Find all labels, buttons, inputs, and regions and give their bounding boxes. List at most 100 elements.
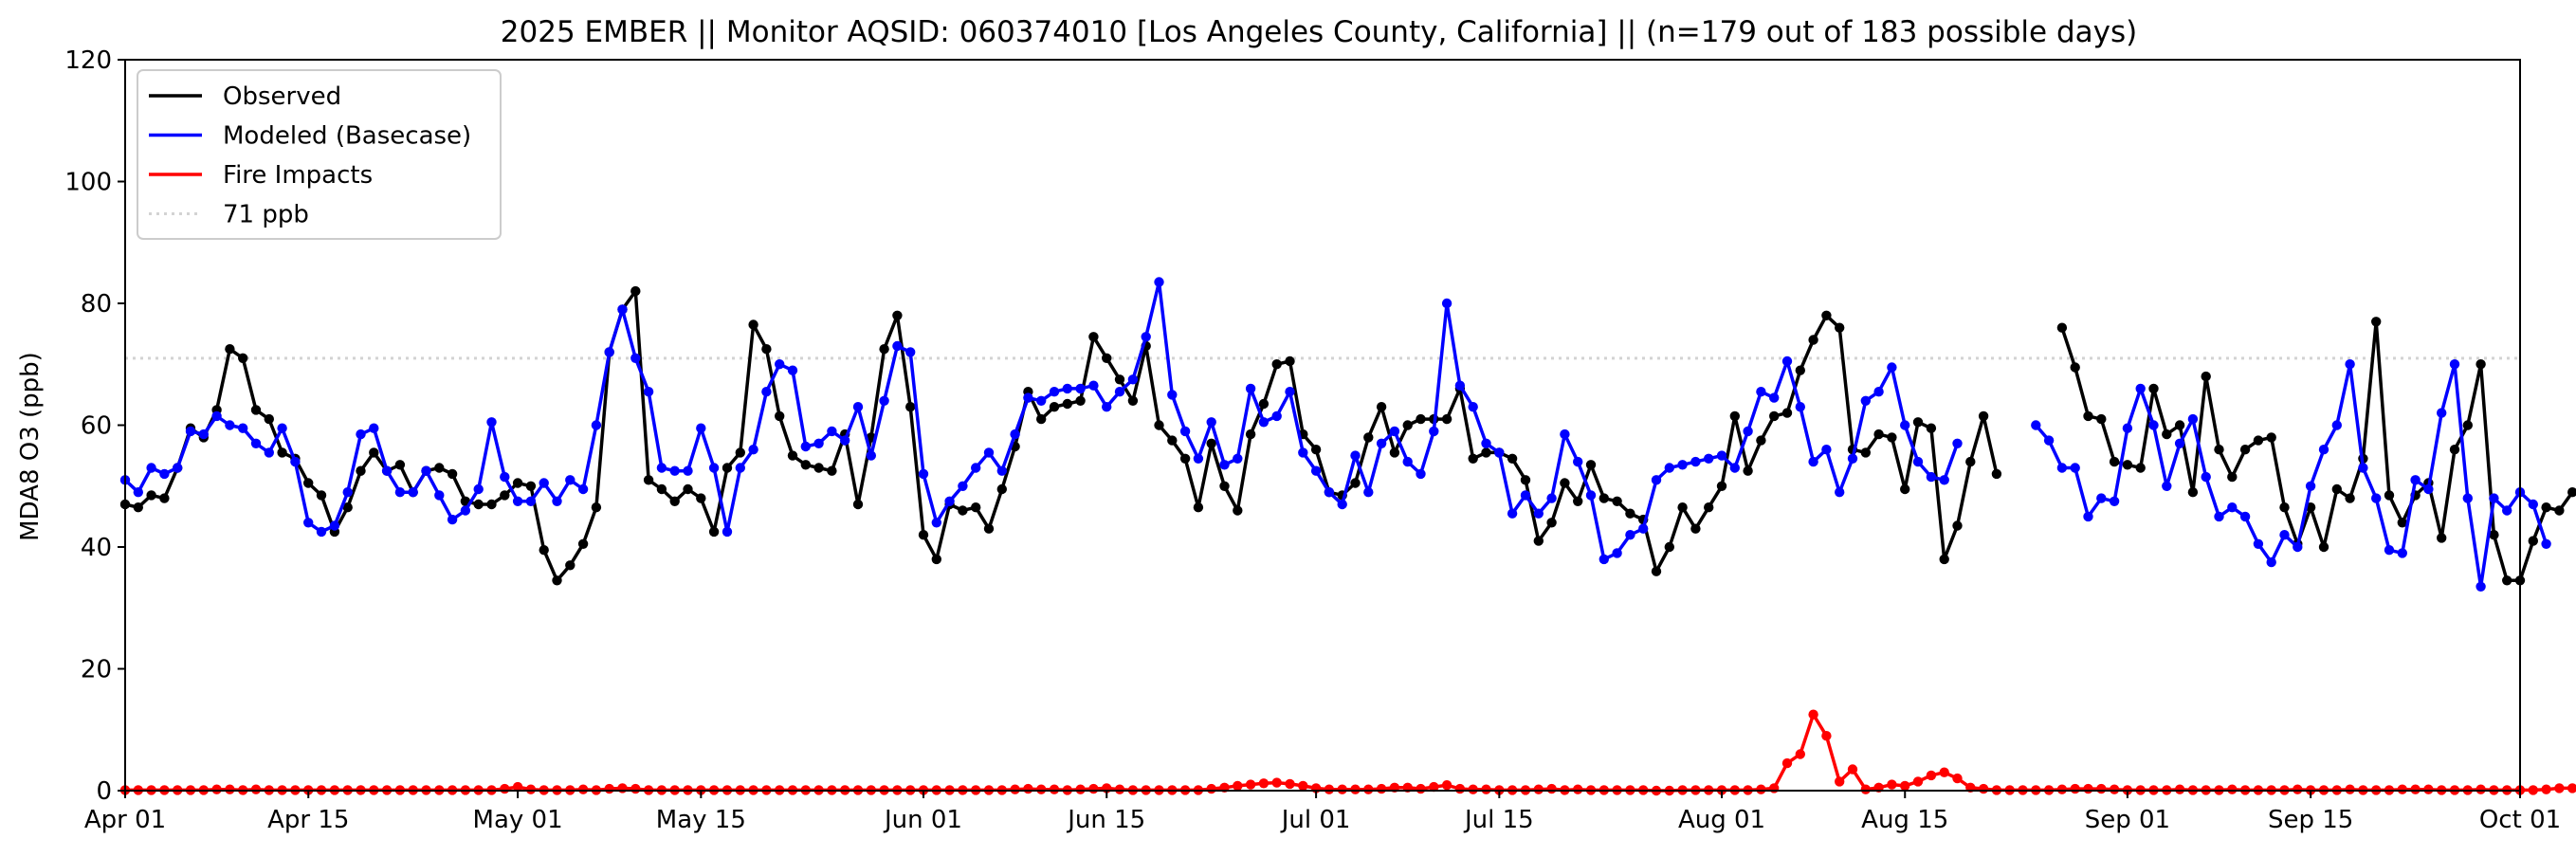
data-point xyxy=(2122,460,2133,470)
data-point xyxy=(1219,460,1230,470)
data-point xyxy=(1233,453,1243,464)
legend-label: Modeled (Basecase) xyxy=(223,122,471,151)
data-point xyxy=(1690,456,1701,467)
data-point xyxy=(2423,483,2434,495)
data-point xyxy=(958,505,968,516)
data-point xyxy=(1560,478,1570,488)
data-point xyxy=(173,463,183,473)
data-point xyxy=(1664,463,1675,473)
data-point xyxy=(2502,505,2512,516)
x-tick-label: May 01 xyxy=(473,806,563,834)
data-point xyxy=(1756,435,1766,446)
data-point xyxy=(486,499,497,510)
data-point xyxy=(2462,493,2473,503)
data-point xyxy=(1716,450,1727,461)
data-point xyxy=(787,450,798,461)
data-point xyxy=(2083,511,2093,522)
data-point xyxy=(577,784,589,794)
data-point xyxy=(303,518,314,528)
data-point xyxy=(1337,499,1347,510)
data-point xyxy=(185,426,196,437)
x-tick-label: Jun 15 xyxy=(1066,806,1145,834)
data-point xyxy=(2279,530,2290,540)
data-point xyxy=(539,545,549,556)
data-point xyxy=(813,463,824,473)
data-point xyxy=(748,445,758,455)
data-point xyxy=(983,523,995,534)
data-point xyxy=(2070,783,2080,794)
data-point xyxy=(565,475,575,485)
data-point xyxy=(1795,365,1806,375)
x-tick-label: Sep 01 xyxy=(2085,806,2170,834)
data-point xyxy=(2174,420,2185,430)
data-point xyxy=(1010,784,1020,794)
data-point xyxy=(1781,408,1793,418)
data-point xyxy=(1716,481,1727,491)
data-point xyxy=(2279,502,2290,513)
y-tick-label: 60 xyxy=(81,412,112,441)
data-point xyxy=(2528,499,2538,510)
data-point xyxy=(1376,783,1387,794)
data-point xyxy=(1481,438,1491,448)
data-point xyxy=(735,463,745,473)
data-point xyxy=(1546,493,1557,503)
legend: Observed Modeled (Basecase) Fire Impacts 71… xyxy=(137,69,502,240)
data-point xyxy=(1324,487,1335,498)
data-point xyxy=(1900,483,1910,495)
y-tick-label: 20 xyxy=(81,656,112,684)
data-point xyxy=(1769,392,1780,403)
x-tick-label: Jul 01 xyxy=(1280,806,1351,834)
data-point xyxy=(1926,471,1937,483)
data-point xyxy=(146,463,156,473)
data-point xyxy=(775,410,785,422)
data-point xyxy=(447,468,458,480)
data-point xyxy=(1010,428,1020,440)
data-point xyxy=(1873,428,1884,440)
data-point xyxy=(1795,749,1806,759)
series-fire-impacts xyxy=(119,709,2576,796)
data-point xyxy=(369,447,379,458)
data-point xyxy=(2384,545,2395,556)
data-point xyxy=(1847,764,1858,775)
data-point xyxy=(1454,783,1466,794)
data-point xyxy=(1363,784,1374,794)
data-point xyxy=(761,344,772,355)
data-point xyxy=(1756,784,1766,794)
data-point xyxy=(500,490,510,501)
data-point xyxy=(329,520,340,531)
data-point xyxy=(2541,784,2551,794)
data-point xyxy=(1769,410,1780,422)
data-point xyxy=(2214,445,2224,455)
data-point xyxy=(1743,465,1753,476)
data-point xyxy=(2476,359,2486,370)
series-line-modeled-basecase xyxy=(123,280,2549,589)
data-point xyxy=(1441,298,1452,309)
data-point xyxy=(2109,784,2120,794)
data-point xyxy=(1298,780,1308,792)
data-point xyxy=(1912,456,1924,467)
data-point xyxy=(264,447,274,458)
data-point xyxy=(1206,438,1216,448)
data-point xyxy=(970,502,981,513)
data-point xyxy=(1507,508,1518,519)
data-point xyxy=(1206,783,1216,794)
data-point xyxy=(238,353,248,363)
data-point xyxy=(827,426,837,437)
data-point xyxy=(2253,435,2264,446)
data-point xyxy=(800,441,811,452)
data-point xyxy=(1585,490,1597,501)
data-point xyxy=(447,514,458,525)
series-layer xyxy=(119,277,2576,796)
data-point xyxy=(342,502,353,513)
data-point xyxy=(1310,445,1322,455)
data-point xyxy=(264,413,274,425)
data-point xyxy=(669,465,680,476)
data-point xyxy=(1912,776,1924,787)
data-point xyxy=(1599,493,1610,503)
data-point xyxy=(2096,413,2107,425)
data-point xyxy=(2201,371,2211,382)
data-point xyxy=(1324,784,1335,794)
data-point xyxy=(1075,383,1086,394)
data-point xyxy=(840,435,850,446)
